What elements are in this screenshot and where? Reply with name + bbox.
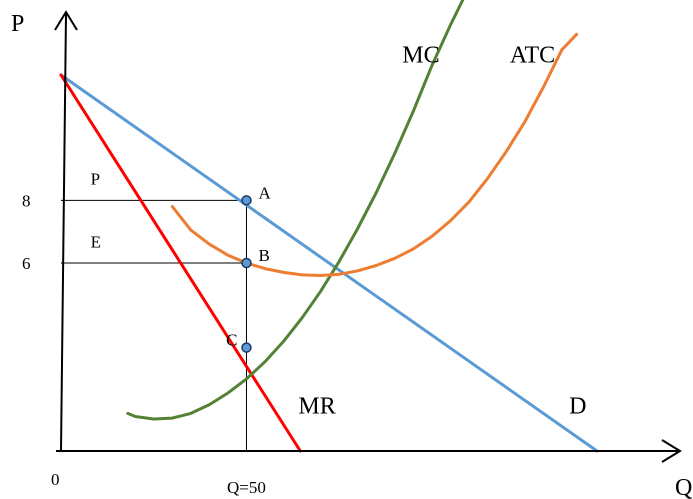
- point-label-b: B: [258, 246, 269, 265]
- curves: [59, 0, 599, 453]
- point-label-a: A: [258, 183, 271, 202]
- y-tick-label-8: 8: [22, 191, 31, 210]
- x-axis-arrowhead: [661, 439, 682, 463]
- area-label-e: E: [91, 232, 101, 251]
- mr-curve: [59, 73, 302, 453]
- chart-labels: P Q 0 8 6 Q=50 P E MC ATC MR D: [11, 11, 692, 499]
- mc-curve-label: MC: [402, 42, 439, 68]
- mc-curve: [126, 0, 465, 421]
- point-a: [241, 195, 252, 206]
- y-axis-arrowhead: [54, 10, 78, 31]
- atc-curve-label: ATC: [510, 42, 555, 68]
- atc-curve: [170, 32, 579, 277]
- y-axis: [60, 13, 67, 452]
- area-label-p: P: [91, 170, 100, 189]
- x-tick-label-50: Q=50: [227, 478, 266, 497]
- axes: [54, 10, 682, 463]
- y-tick-label-6: 6: [22, 254, 31, 273]
- point-label-c: C: [226, 331, 237, 350]
- guide-lines: [61, 199, 247, 451]
- marked-points: A B C: [226, 183, 271, 353]
- mr-curve-label: MR: [298, 393, 335, 419]
- origin-label: 0: [51, 470, 60, 489]
- d-curve: [59, 73, 599, 453]
- point-c: [241, 342, 252, 353]
- point-b: [241, 257, 252, 269]
- d-curve-label: D: [569, 393, 586, 419]
- y-axis-label: P: [11, 11, 24, 37]
- x-axis-label: Q: [675, 475, 692, 499]
